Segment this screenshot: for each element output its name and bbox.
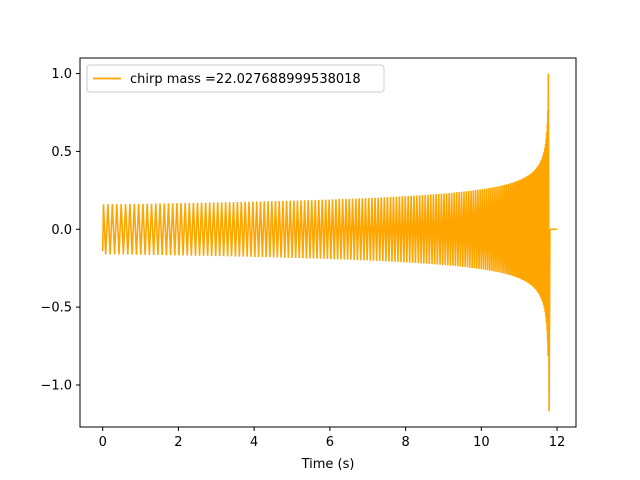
legend-label: chirp mass =22.027688999538018	[130, 72, 361, 87]
legend: chirp mass =22.027688999538018	[86, 64, 385, 93]
y-axis-ticks: 1.0 0.5 0.0 −0.5 −1.0	[40, 67, 80, 393]
y-tick-label: 1.0	[51, 67, 72, 82]
y-tick-label: 0.5	[51, 145, 72, 160]
y-tick-label: −0.5	[40, 301, 72, 316]
x-axis-label: Time (s)	[301, 457, 355, 472]
x-tick-label: 0	[99, 435, 107, 450]
x-tick-label: 12	[549, 435, 566, 450]
x-tick-label: 10	[473, 435, 490, 450]
x-tick-label: 4	[250, 435, 258, 450]
plot-area	[101, 73, 558, 412]
x-tick-label: 6	[326, 435, 334, 450]
x-tick-label: 2	[174, 435, 182, 450]
y-tick-label: −1.0	[40, 378, 72, 393]
series-line	[101, 73, 551, 412]
axes-frame	[79, 57, 577, 428]
x-axis-ticks: 0 2 4 6 8 10 12	[99, 427, 566, 450]
legend-frame	[86, 64, 385, 93]
x-tick-label: 8	[401, 435, 409, 450]
y-tick-label: 0.0	[51, 223, 72, 238]
